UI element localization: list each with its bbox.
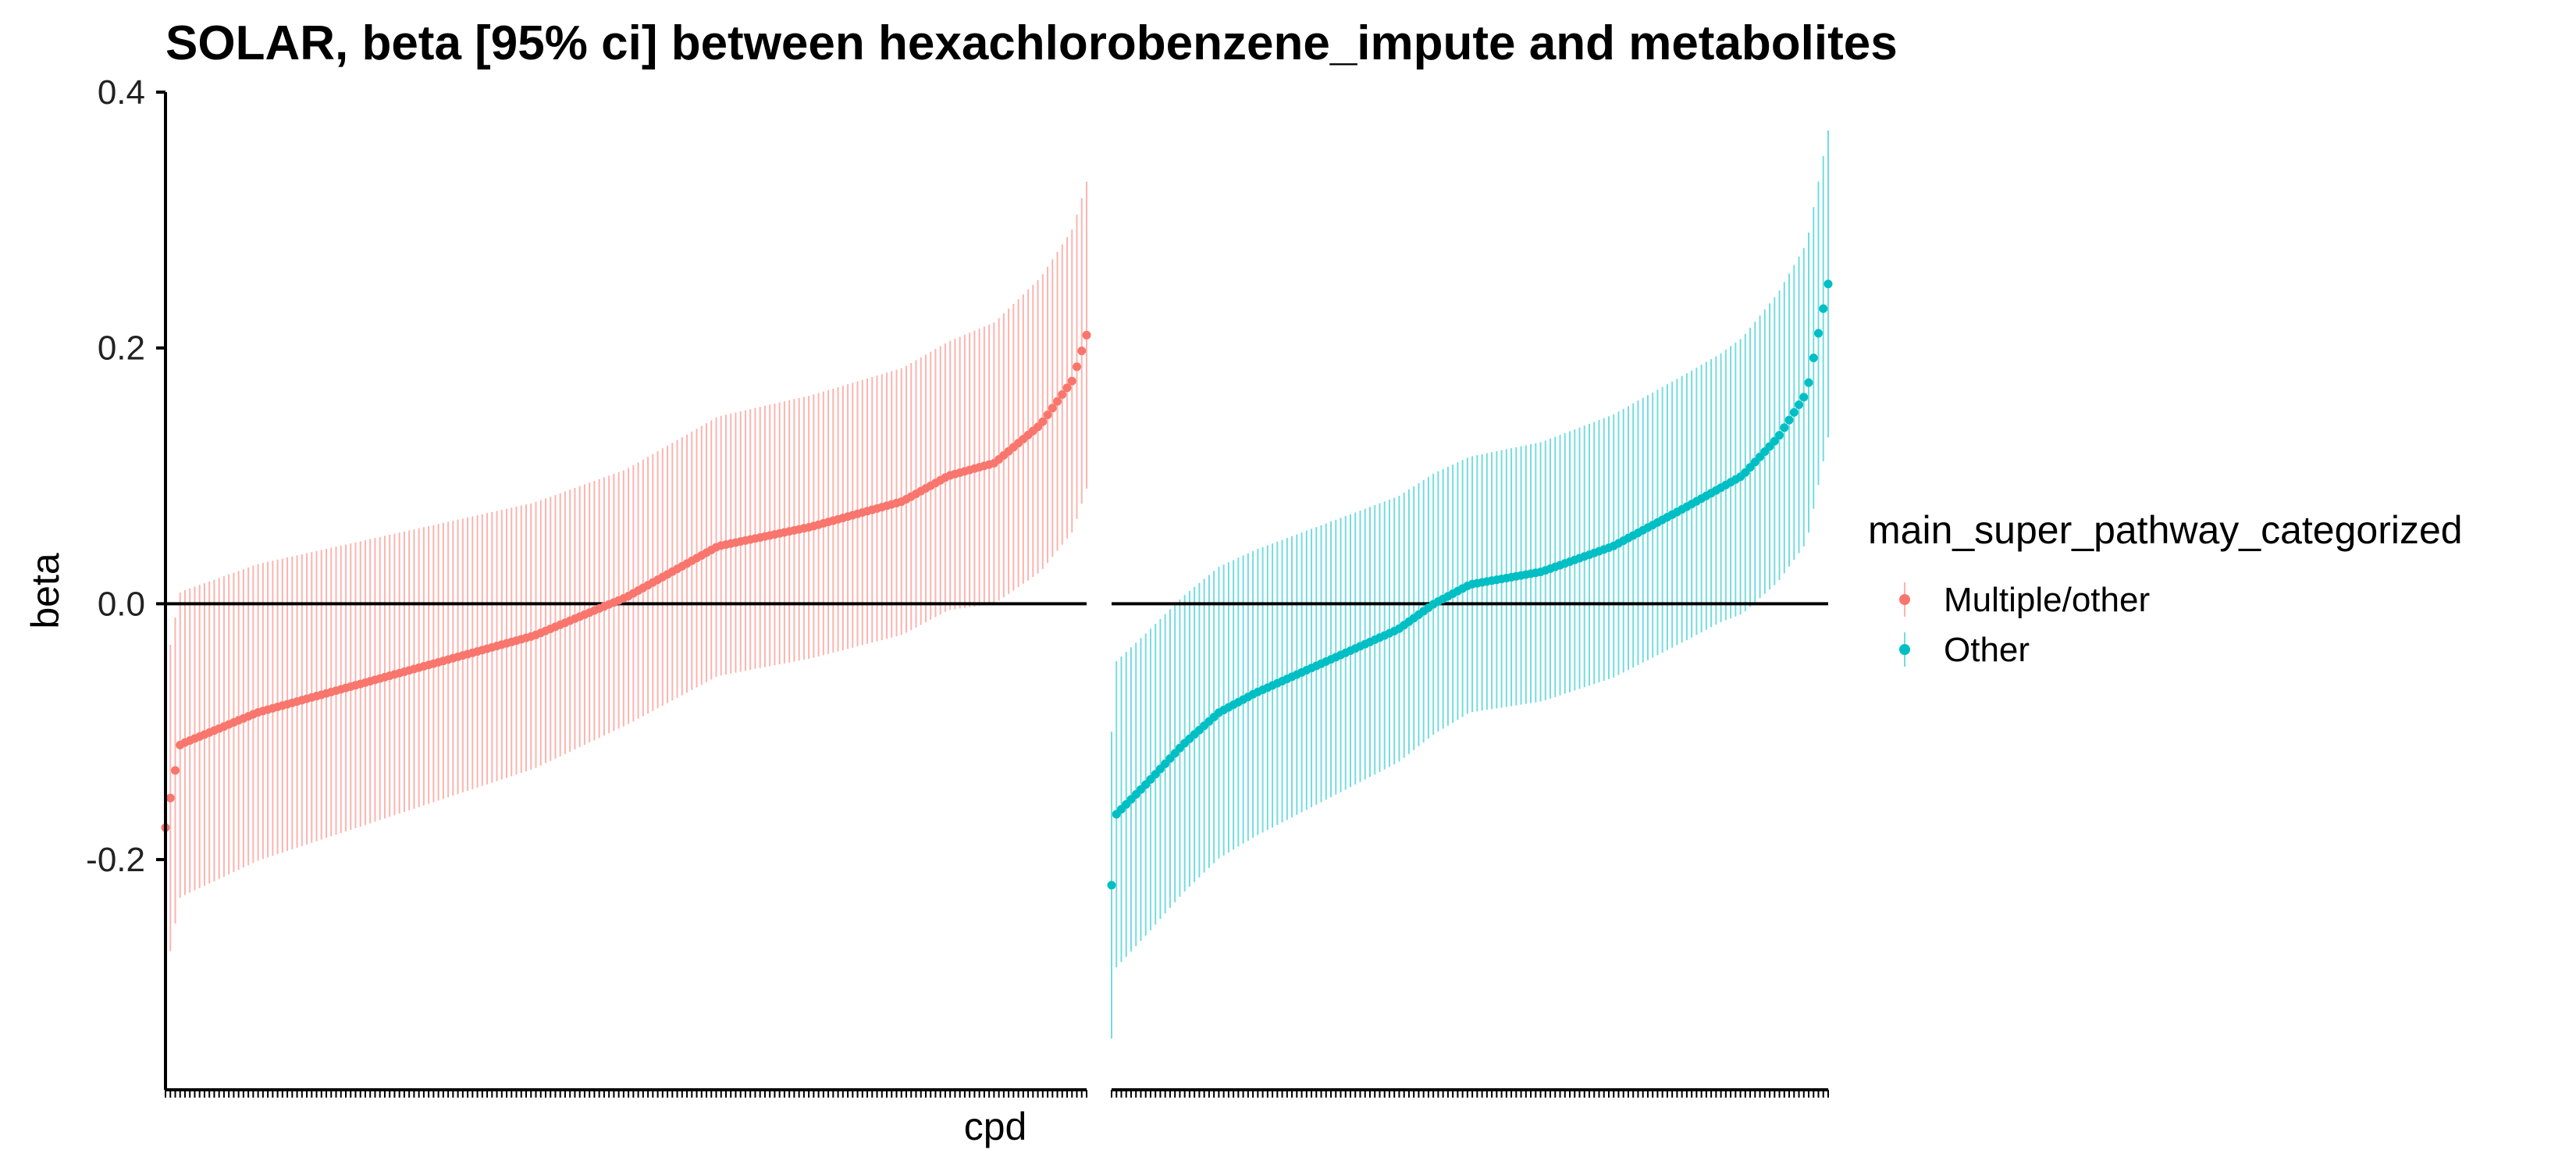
legend-entry: Other <box>1899 631 2030 669</box>
beta-point <box>1073 362 1082 372</box>
beta-point <box>1784 415 1794 425</box>
beta-point <box>1082 330 1091 340</box>
legend-entry: Multiple/other <box>1899 581 2150 619</box>
legend: main_super_pathway_categorized Multiple/… <box>1868 508 2463 669</box>
legend-label: Multiple/other <box>1944 581 2150 619</box>
beta-point <box>1053 397 1062 406</box>
legend-key-point <box>1899 644 1910 655</box>
beta-point <box>1799 393 1809 402</box>
beta-point <box>1058 390 1067 399</box>
facet-panel <box>1107 130 1833 1098</box>
beta-point <box>1048 404 1057 413</box>
beta-point <box>1780 423 1789 432</box>
beta-point <box>1775 431 1784 440</box>
plot-area <box>161 130 1833 1098</box>
legend-title: main_super_pathway_categorized <box>1868 508 2463 552</box>
beta-point <box>1038 417 1048 426</box>
beta-point <box>1804 378 1813 387</box>
y-tick-label: 0.0 <box>98 585 145 623</box>
beta-point <box>1809 354 1818 363</box>
beta-point <box>1067 376 1076 386</box>
beta-point <box>165 793 175 803</box>
y-tick-label: 0.4 <box>98 73 145 112</box>
y-axis-ticks: -0.2 0.0 0.2 0.4 <box>86 73 165 879</box>
beta-point <box>1043 410 1052 419</box>
chart-title: SOLAR, beta [95% ci] between hexachlorob… <box>165 16 1898 70</box>
beta-point <box>1062 383 1072 393</box>
beta-point <box>1823 279 1833 289</box>
legend-label: Other <box>1944 631 2030 669</box>
y-tick-label: 0.2 <box>98 329 145 368</box>
beta-point <box>1107 881 1116 890</box>
beta-point <box>170 766 180 775</box>
beta-point <box>1789 408 1799 417</box>
legend-key-point <box>1899 594 1910 605</box>
legend-entries: Multiple/other Other <box>1899 581 2150 669</box>
beta-point <box>1077 347 1087 356</box>
beta-point <box>1770 436 1779 446</box>
beta-point <box>1814 329 1823 338</box>
x-axis-title: cpd <box>964 1105 1027 1148</box>
beta-point <box>1819 304 1828 313</box>
facet-panel <box>161 181 1091 1098</box>
y-tick-label: -0.2 <box>86 841 145 879</box>
beta-point <box>1795 400 1804 410</box>
y-axis-title: beta <box>23 553 67 629</box>
